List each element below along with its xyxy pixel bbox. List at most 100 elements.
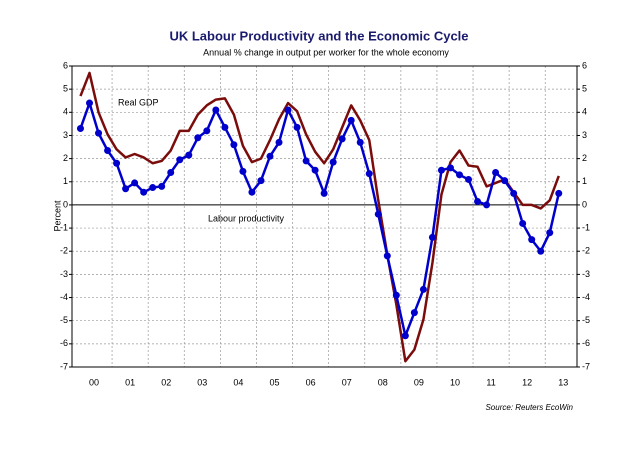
point (131, 179, 139, 187)
x-tick-label: 10 (450, 377, 460, 387)
x-tick-label: 06 (306, 377, 316, 387)
point (185, 151, 193, 159)
point (510, 189, 518, 197)
point (329, 158, 337, 166)
y2-tick-label: -3 (582, 269, 590, 279)
point (275, 138, 283, 146)
y2-tick-label: 2 (582, 153, 587, 163)
x-tick-label: 05 (269, 377, 279, 387)
point (374, 210, 382, 218)
y2-tick-label: -1 (582, 222, 590, 232)
point (311, 166, 319, 174)
point (401, 332, 409, 340)
point (266, 152, 274, 160)
plot-frame (71, 65, 578, 368)
point (501, 177, 509, 185)
point (302, 157, 310, 165)
x-tick-label: 01 (125, 377, 135, 387)
y-tick-label: -2 (60, 246, 68, 256)
point (293, 123, 301, 131)
x-tick-label: 03 (197, 377, 207, 387)
point (320, 189, 328, 197)
y2-tick-label: -4 (582, 292, 590, 302)
point (176, 156, 184, 164)
y2-tick-label: 4 (582, 107, 587, 117)
y-tick-label: -3 (60, 269, 68, 279)
point (528, 236, 536, 244)
point (419, 285, 427, 293)
annotation: Labour productivity (208, 213, 285, 223)
x-tick-label: 07 (342, 377, 352, 387)
point (76, 125, 84, 133)
point (140, 188, 148, 196)
y2-tick-label: -6 (582, 338, 590, 348)
annotation: Real GDP (118, 97, 159, 107)
y-tick-label: 1 (63, 176, 68, 186)
series-line (79, 71, 560, 363)
x-tick-label: 13 (558, 377, 568, 387)
x-tick-label: 00 (89, 377, 99, 387)
y2-tick-label: 0 (582, 199, 587, 209)
y2-tick-label: -2 (582, 246, 590, 256)
point (203, 127, 211, 135)
x-tick-label: 04 (233, 377, 243, 387)
point (113, 159, 121, 167)
y2-tick-label: 3 (582, 130, 587, 140)
point (492, 169, 500, 177)
x-tick-label: 09 (414, 377, 424, 387)
y-tick-label: 3 (63, 130, 68, 140)
point (338, 135, 346, 143)
point (167, 169, 175, 177)
point (230, 141, 238, 149)
x-tick-label: 02 (161, 377, 171, 387)
y2-tick-label: 5 (582, 84, 587, 94)
point (158, 182, 166, 190)
point (149, 184, 157, 192)
y-tick-label: -4 (60, 292, 68, 302)
y-tick-label: -5 (60, 315, 68, 325)
y-axis-label: Percent (52, 200, 62, 232)
y2-tick-label: 1 (582, 176, 587, 186)
point (356, 138, 364, 146)
y2-tick-label: -5 (582, 315, 590, 325)
point (257, 177, 265, 185)
y-tick-label: 0 (63, 199, 68, 209)
point (519, 219, 527, 227)
x-tick-label: 11 (486, 377, 495, 387)
source: Source: Reuters EcoWin (485, 403, 573, 412)
point (437, 166, 445, 174)
y-tick-label: -7 (60, 361, 68, 371)
y-tick-label: 5 (63, 84, 68, 94)
point (194, 134, 202, 142)
point (410, 309, 418, 317)
point (95, 129, 103, 137)
point (365, 170, 373, 178)
point (428, 233, 436, 241)
point (555, 189, 563, 197)
chart-subtitle: Annual % change in output per worker for… (203, 47, 449, 57)
point (221, 123, 229, 131)
point (537, 247, 545, 255)
series-line (79, 101, 560, 337)
point (474, 197, 482, 205)
y-tick-label: -1 (60, 222, 68, 232)
point (456, 171, 464, 179)
chart-title: UK Labour Productivity and the Economic … (169, 28, 468, 43)
point (122, 185, 130, 193)
point (104, 147, 112, 155)
point (347, 116, 355, 124)
point (212, 106, 220, 114)
y-tick-label: 4 (63, 107, 68, 117)
y2-tick-label: 6 (582, 60, 587, 70)
y2-tick-label: -7 (582, 361, 590, 371)
y-tick-label: -6 (60, 338, 68, 348)
y-tick-label: 6 (63, 60, 68, 70)
point (483, 201, 491, 209)
y-tick-label: 2 (63, 153, 68, 163)
point (446, 164, 454, 172)
point (465, 175, 473, 183)
point (392, 291, 400, 299)
x-tick-label: 08 (378, 377, 388, 387)
point (284, 106, 292, 114)
